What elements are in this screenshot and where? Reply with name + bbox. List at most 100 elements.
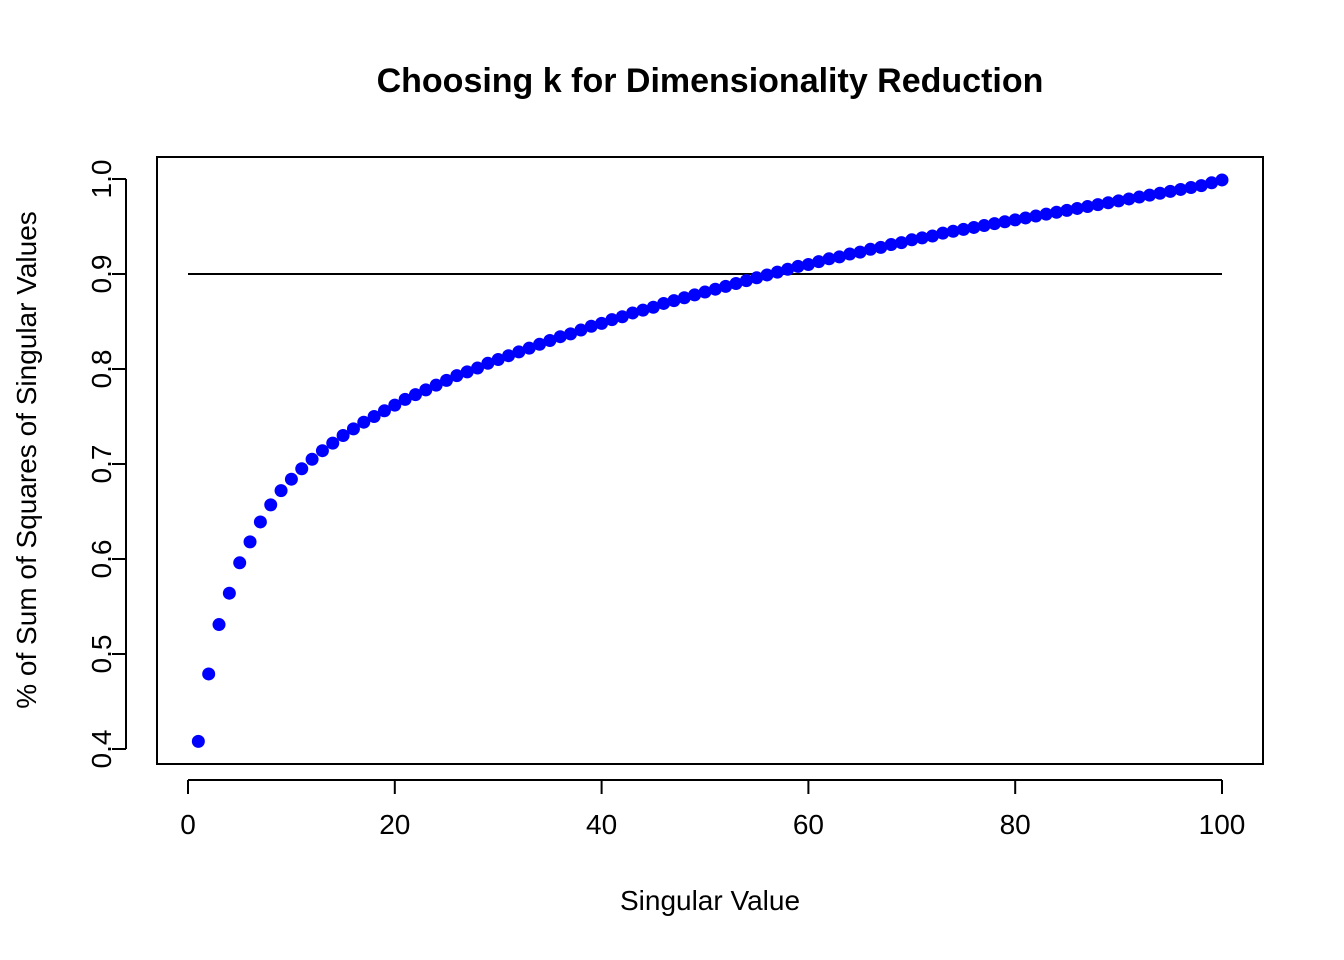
data-point bbox=[1029, 209, 1043, 223]
data-point bbox=[584, 319, 598, 333]
data-point bbox=[863, 242, 877, 256]
y-tick-label: 0.4 bbox=[86, 730, 117, 769]
data-point bbox=[781, 262, 795, 276]
data-point bbox=[1174, 182, 1188, 196]
data-point bbox=[915, 231, 929, 245]
data-point bbox=[398, 392, 412, 406]
data-point bbox=[440, 373, 453, 387]
data-point bbox=[1019, 211, 1033, 225]
data-point bbox=[408, 388, 422, 402]
data-point bbox=[1194, 179, 1208, 193]
data-point bbox=[1081, 200, 1095, 214]
data-point bbox=[688, 288, 702, 302]
data-point bbox=[605, 313, 619, 327]
data-point bbox=[346, 422, 360, 436]
data-point bbox=[233, 556, 247, 570]
data-point bbox=[243, 535, 257, 549]
data-point bbox=[708, 282, 722, 296]
data-point bbox=[574, 323, 588, 337]
data-point bbox=[1070, 201, 1084, 215]
data-point bbox=[377, 404, 391, 418]
data-point bbox=[388, 398, 402, 412]
chart-title: Choosing k for Dimensionality Reduction bbox=[377, 62, 1044, 100]
data-point bbox=[222, 586, 236, 600]
data-point bbox=[326, 436, 340, 450]
data-point bbox=[253, 515, 267, 529]
plot-frame bbox=[156, 156, 1264, 765]
x-tick-label: 100 bbox=[1199, 809, 1246, 840]
data-points bbox=[191, 173, 1229, 748]
data-point bbox=[512, 345, 526, 359]
data-point bbox=[564, 327, 578, 341]
data-point bbox=[491, 353, 505, 366]
y-axis-label: % of Sum of Squares of Singular Values bbox=[11, 211, 42, 709]
data-point bbox=[812, 255, 826, 269]
data-point bbox=[719, 279, 733, 293]
y-axis: 0.4 0.5 0.6 0.7 0.8 0.9 1.0 bbox=[86, 160, 127, 769]
data-point bbox=[553, 330, 567, 344]
data-point bbox=[677, 291, 691, 305]
data-point bbox=[1143, 188, 1157, 202]
data-point bbox=[543, 334, 557, 347]
data-point bbox=[595, 316, 609, 330]
data-point bbox=[1091, 198, 1105, 212]
data-point bbox=[1039, 207, 1053, 221]
data-point bbox=[1050, 205, 1064, 219]
x-tick-label: 40 bbox=[586, 809, 617, 840]
data-point bbox=[1122, 192, 1136, 206]
data-point bbox=[822, 252, 836, 266]
data-point bbox=[874, 240, 888, 254]
data-point bbox=[429, 378, 443, 392]
data-point bbox=[450, 369, 464, 383]
data-point bbox=[615, 310, 629, 324]
data-point bbox=[264, 498, 278, 512]
data-point bbox=[1112, 194, 1126, 208]
data-point bbox=[729, 277, 743, 290]
data-point bbox=[295, 462, 309, 476]
data-point bbox=[801, 258, 815, 271]
data-point bbox=[419, 383, 433, 397]
data-point bbox=[1132, 190, 1146, 204]
data-point bbox=[336, 429, 350, 442]
data-point bbox=[925, 229, 939, 243]
data-point bbox=[977, 219, 991, 233]
data-point bbox=[502, 349, 516, 363]
x-axis: 0 20 40 60 80 100 bbox=[180, 779, 1246, 840]
y-tick-label: 0.9 bbox=[86, 255, 117, 294]
x-axis-label: Singular Value bbox=[620, 885, 800, 916]
x-tick-label: 20 bbox=[379, 809, 410, 840]
data-point bbox=[626, 306, 640, 320]
data-point bbox=[367, 410, 381, 423]
data-point bbox=[284, 472, 298, 486]
data-point bbox=[770, 265, 784, 279]
data-point bbox=[1205, 176, 1219, 190]
data-point bbox=[460, 365, 474, 379]
y-tick-label: 0.7 bbox=[86, 445, 117, 484]
data-point bbox=[791, 259, 805, 273]
data-point bbox=[739, 274, 753, 288]
data-point bbox=[698, 285, 712, 299]
data-point bbox=[884, 238, 898, 252]
data-point bbox=[1060, 203, 1074, 217]
data-point bbox=[667, 294, 681, 308]
data-point bbox=[357, 415, 371, 429]
data-point bbox=[636, 303, 650, 317]
data-point bbox=[998, 215, 1012, 229]
data-point bbox=[191, 734, 205, 748]
data-point bbox=[853, 245, 867, 259]
data-point bbox=[936, 226, 950, 240]
data-point bbox=[750, 271, 764, 285]
x-tick-label: 60 bbox=[793, 809, 824, 840]
data-point bbox=[315, 444, 329, 458]
data-point bbox=[274, 484, 288, 498]
data-point bbox=[1215, 173, 1229, 187]
data-point bbox=[1153, 186, 1167, 200]
data-point bbox=[988, 217, 1002, 231]
data-point bbox=[212, 618, 226, 632]
data-point bbox=[1101, 196, 1115, 210]
x-tick-label: 80 bbox=[1000, 809, 1031, 840]
y-tick-label: 0.8 bbox=[86, 350, 117, 389]
y-tick-label: 1.0 bbox=[86, 160, 117, 199]
data-point bbox=[533, 337, 547, 351]
